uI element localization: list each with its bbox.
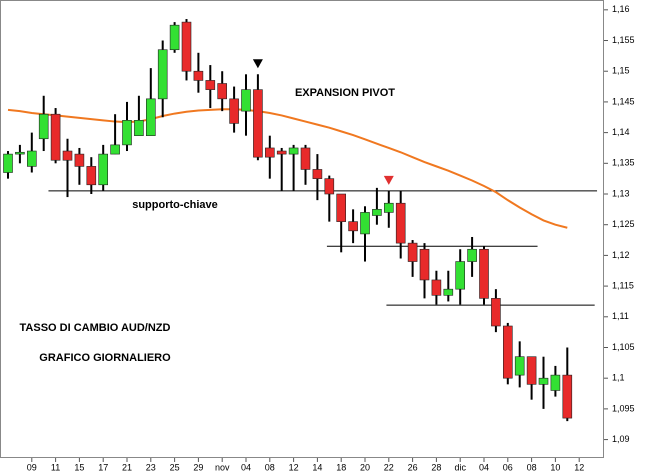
x-tick-label: 18 [336,462,346,472]
x-tick-label: 22 [384,462,394,472]
x-tick-label: 11 [51,462,60,472]
candle-body [157,49,168,100]
y-tick-label: 1,105 [612,342,635,352]
candle-body [538,377,549,385]
candle-body [455,261,466,290]
candle-body [217,83,227,100]
y-tick-label: 1,125 [612,219,635,229]
y-tick-label: 1,145 [612,96,635,106]
candle-body [98,153,108,186]
annotation: GRAFICO GIORNALIERO [39,352,171,364]
y-tick-label: 1,16 [612,4,630,14]
annotation: supporto-chiave [132,199,218,211]
x-tick-label: 04 [241,462,251,472]
candle-body [467,248,477,262]
y-tick-label: 1,14 [612,127,630,137]
candle-body [276,150,287,155]
y-tick-label: 1,155 [612,35,635,45]
candle-body [491,298,501,327]
candle-body [550,374,561,391]
candle-body [514,356,525,376]
x-tick-label: 21 [122,462,132,472]
candle-body [134,120,144,136]
x-tick-label: 12 [574,462,584,472]
moving-average [7,108,568,229]
candle-body [431,279,442,296]
candle-body [229,98,239,124]
candle-body [181,21,192,72]
y-tick-label: 1,09 [612,434,630,444]
x-tick-label: 14 [312,462,322,472]
y-tick-label: 1,135 [612,158,635,168]
candle-body [419,248,430,281]
x-tick-label: 29 [193,462,203,472]
candle-body [205,80,216,90]
candle-body [26,150,37,167]
candle-body [336,193,347,222]
x-tick-label: nov [215,462,230,472]
plot-frame [0,0,604,458]
candle-body [50,113,61,161]
candle-body [372,209,382,216]
annotation: EXPANSION PIVOT [295,87,395,99]
arrow-marker [252,59,263,69]
candle-body [502,325,513,379]
candle-body [479,248,489,299]
y-tick-label: 1,095 [612,403,635,413]
candle-body [15,151,25,155]
y-tick-label: 1,1 [612,373,625,383]
arrow-marker [383,175,394,185]
candle-body [348,221,358,232]
candle-body [407,242,418,262]
candle-body [383,202,394,213]
y-tick-label: 1,13 [612,188,630,198]
candle-body [264,147,275,158]
x-tick-label: 08 [265,462,275,472]
x-tick-label: 06 [503,462,513,472]
x-tick-label: 28 [431,462,441,472]
y-tick-label: 1,115 [612,280,634,290]
candle-body [395,202,406,244]
y-tick-label: 1,12 [612,250,630,260]
x-tick-label: 15 [74,462,84,472]
candle-body [562,374,573,419]
annotation: TASSO DI CAMBIO AUD/NZD [20,322,171,334]
candle-body [86,166,97,186]
y-tick-label: 1,11 [612,311,629,321]
candle-body [169,24,180,51]
candle-body [110,144,120,155]
candle-body [324,178,335,195]
candle-body [146,98,156,136]
candle-body [300,147,311,170]
candle-body [253,89,263,158]
x-tick-label: 04 [479,462,489,472]
candle-body [62,150,73,161]
x-tick-label: 17 [98,462,108,472]
x-tick-label: 26 [408,462,418,472]
x-tick-label: 10 [550,462,560,472]
x-tick-label: dic [454,462,466,472]
candle-body [38,113,49,140]
x-tick-label: 08 [527,462,537,472]
candle-body [193,70,204,81]
candle-body [360,212,370,235]
x-tick-label: 25 [170,462,180,472]
candle-body [526,356,537,385]
candle-body [312,169,323,179]
candle-body [288,147,299,155]
y-tick-label: 1,15 [612,66,630,76]
candle-body [241,89,251,112]
candle-body [3,153,13,173]
x-tick-label: 09 [27,462,37,472]
candle-body [443,288,454,296]
candle-body [74,153,85,167]
x-tick-label: 23 [146,462,156,472]
x-tick-label: 20 [360,462,370,472]
candle-body [122,120,132,146]
x-tick-label: 12 [289,462,299,472]
